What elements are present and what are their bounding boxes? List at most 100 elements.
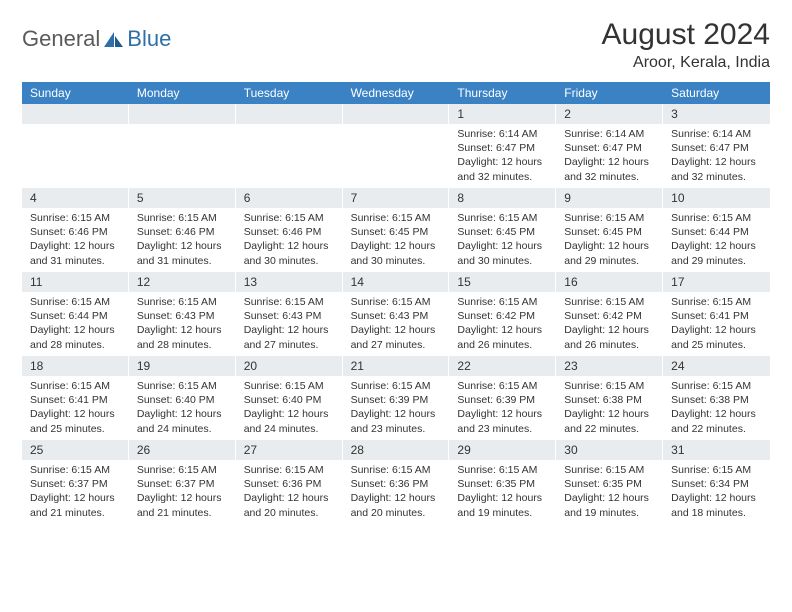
sunrise-text: Sunrise: 6:15 AM (244, 211, 334, 225)
daynum-row: 45678910 (22, 188, 770, 208)
detail-row: Sunrise: 6:15 AMSunset: 6:37 PMDaylight:… (22, 460, 770, 524)
day-header: Friday (556, 82, 663, 104)
day-number: 25 (22, 440, 129, 460)
daylight-text: Daylight: 12 hours and 19 minutes. (564, 491, 654, 519)
sunset-text: Sunset: 6:40 PM (137, 393, 227, 407)
day-detail: Sunrise: 6:15 AMSunset: 6:41 PMDaylight:… (663, 292, 770, 356)
daylight-text: Daylight: 12 hours and 26 minutes. (457, 323, 547, 351)
sunrise-text: Sunrise: 6:15 AM (30, 295, 120, 309)
day-detail: Sunrise: 6:15 AMSunset: 6:43 PMDaylight:… (129, 292, 236, 356)
sunrise-text: Sunrise: 6:15 AM (564, 211, 654, 225)
day-detail (22, 124, 129, 188)
day-detail: Sunrise: 6:15 AMSunset: 6:36 PMDaylight:… (343, 460, 450, 524)
daylight-text: Daylight: 12 hours and 24 minutes. (137, 407, 227, 435)
detail-row: Sunrise: 6:15 AMSunset: 6:46 PMDaylight:… (22, 208, 770, 272)
day-number: 18 (22, 356, 129, 376)
sunset-text: Sunset: 6:36 PM (351, 477, 441, 491)
daylight-text: Daylight: 12 hours and 19 minutes. (457, 491, 547, 519)
sunset-text: Sunset: 6:41 PM (671, 309, 762, 323)
brand-part2: Blue (127, 26, 171, 52)
day-number: 28 (343, 440, 450, 460)
daynum-row: 123 (22, 104, 770, 124)
day-detail: Sunrise: 6:15 AMSunset: 6:43 PMDaylight:… (343, 292, 450, 356)
day-detail: Sunrise: 6:15 AMSunset: 6:43 PMDaylight:… (236, 292, 343, 356)
day-number: 6 (236, 188, 343, 208)
daylight-text: Daylight: 12 hours and 32 minutes. (564, 155, 654, 183)
daylight-text: Daylight: 12 hours and 26 minutes. (564, 323, 654, 351)
day-number: 11 (22, 272, 129, 292)
sunrise-text: Sunrise: 6:15 AM (244, 463, 334, 477)
day-detail (343, 124, 450, 188)
day-detail: Sunrise: 6:15 AMSunset: 6:45 PMDaylight:… (343, 208, 450, 272)
day-number: 15 (449, 272, 556, 292)
day-number: 30 (556, 440, 663, 460)
day-number: 14 (343, 272, 450, 292)
daynum-row: 11121314151617 (22, 272, 770, 292)
sunset-text: Sunset: 6:44 PM (671, 225, 762, 239)
day-number (22, 104, 129, 124)
sunrise-text: Sunrise: 6:15 AM (457, 463, 547, 477)
day-number: 9 (556, 188, 663, 208)
sunrise-text: Sunrise: 6:15 AM (564, 295, 654, 309)
sunrise-text: Sunrise: 6:15 AM (671, 463, 762, 477)
sunrise-text: Sunrise: 6:15 AM (671, 379, 762, 393)
sunset-text: Sunset: 6:35 PM (564, 477, 654, 491)
day-number: 10 (663, 188, 770, 208)
day-number: 21 (343, 356, 450, 376)
day-detail: Sunrise: 6:15 AMSunset: 6:37 PMDaylight:… (129, 460, 236, 524)
day-detail: Sunrise: 6:14 AMSunset: 6:47 PMDaylight:… (663, 124, 770, 188)
daylight-text: Daylight: 12 hours and 32 minutes. (671, 155, 762, 183)
detail-row: Sunrise: 6:14 AMSunset: 6:47 PMDaylight:… (22, 124, 770, 188)
sunset-text: Sunset: 6:44 PM (30, 309, 120, 323)
day-detail: Sunrise: 6:15 AMSunset: 6:42 PMDaylight:… (449, 292, 556, 356)
daylight-text: Daylight: 12 hours and 25 minutes. (30, 407, 120, 435)
day-header: Wednesday (343, 82, 450, 104)
sunrise-text: Sunrise: 6:15 AM (671, 211, 762, 225)
sunset-text: Sunset: 6:43 PM (351, 309, 441, 323)
sunset-text: Sunset: 6:37 PM (137, 477, 227, 491)
daylight-text: Daylight: 12 hours and 18 minutes. (671, 491, 762, 519)
daylight-text: Daylight: 12 hours and 28 minutes. (137, 323, 227, 351)
day-number: 23 (556, 356, 663, 376)
daylight-text: Daylight: 12 hours and 30 minutes. (351, 239, 441, 267)
sunset-text: Sunset: 6:38 PM (671, 393, 762, 407)
day-detail: Sunrise: 6:15 AMSunset: 6:40 PMDaylight:… (129, 376, 236, 440)
day-header: Tuesday (236, 82, 343, 104)
day-header: Sunday (22, 82, 129, 104)
calendar-grid: SundayMondayTuesdayWednesdayThursdayFrid… (22, 82, 770, 524)
day-number (129, 104, 236, 124)
day-detail: Sunrise: 6:15 AMSunset: 6:38 PMDaylight:… (556, 376, 663, 440)
day-number: 3 (663, 104, 770, 124)
day-detail: Sunrise: 6:14 AMSunset: 6:47 PMDaylight:… (449, 124, 556, 188)
day-detail: Sunrise: 6:15 AMSunset: 6:41 PMDaylight:… (22, 376, 129, 440)
sunset-text: Sunset: 6:47 PM (564, 141, 654, 155)
day-detail: Sunrise: 6:15 AMSunset: 6:46 PMDaylight:… (129, 208, 236, 272)
sunrise-text: Sunrise: 6:14 AM (671, 127, 762, 141)
day-number: 26 (129, 440, 236, 460)
daynum-row: 18192021222324 (22, 356, 770, 376)
sunrise-text: Sunrise: 6:15 AM (244, 379, 334, 393)
day-detail: Sunrise: 6:15 AMSunset: 6:37 PMDaylight:… (22, 460, 129, 524)
day-detail: Sunrise: 6:15 AMSunset: 6:42 PMDaylight:… (556, 292, 663, 356)
daylight-text: Daylight: 12 hours and 29 minutes. (671, 239, 762, 267)
sunrise-text: Sunrise: 6:15 AM (30, 379, 120, 393)
sunrise-text: Sunrise: 6:15 AM (351, 463, 441, 477)
header: General Blue August 2024 Aroor, Kerala, … (22, 18, 770, 72)
sunrise-text: Sunrise: 6:14 AM (457, 127, 547, 141)
sunset-text: Sunset: 6:47 PM (671, 141, 762, 155)
sunrise-text: Sunrise: 6:15 AM (351, 295, 441, 309)
page-title: August 2024 (602, 18, 770, 52)
day-number: 4 (22, 188, 129, 208)
sunset-text: Sunset: 6:46 PM (244, 225, 334, 239)
daylight-text: Daylight: 12 hours and 27 minutes. (351, 323, 441, 351)
day-header: Saturday (663, 82, 770, 104)
day-header: Thursday (449, 82, 556, 104)
sunset-text: Sunset: 6:42 PM (564, 309, 654, 323)
sunrise-text: Sunrise: 6:15 AM (137, 463, 227, 477)
day-detail: Sunrise: 6:15 AMSunset: 6:40 PMDaylight:… (236, 376, 343, 440)
sunrise-text: Sunrise: 6:15 AM (137, 379, 227, 393)
daylight-text: Daylight: 12 hours and 24 minutes. (244, 407, 334, 435)
sunset-text: Sunset: 6:39 PM (457, 393, 547, 407)
day-detail: Sunrise: 6:15 AMSunset: 6:46 PMDaylight:… (22, 208, 129, 272)
day-detail: Sunrise: 6:15 AMSunset: 6:35 PMDaylight:… (556, 460, 663, 524)
